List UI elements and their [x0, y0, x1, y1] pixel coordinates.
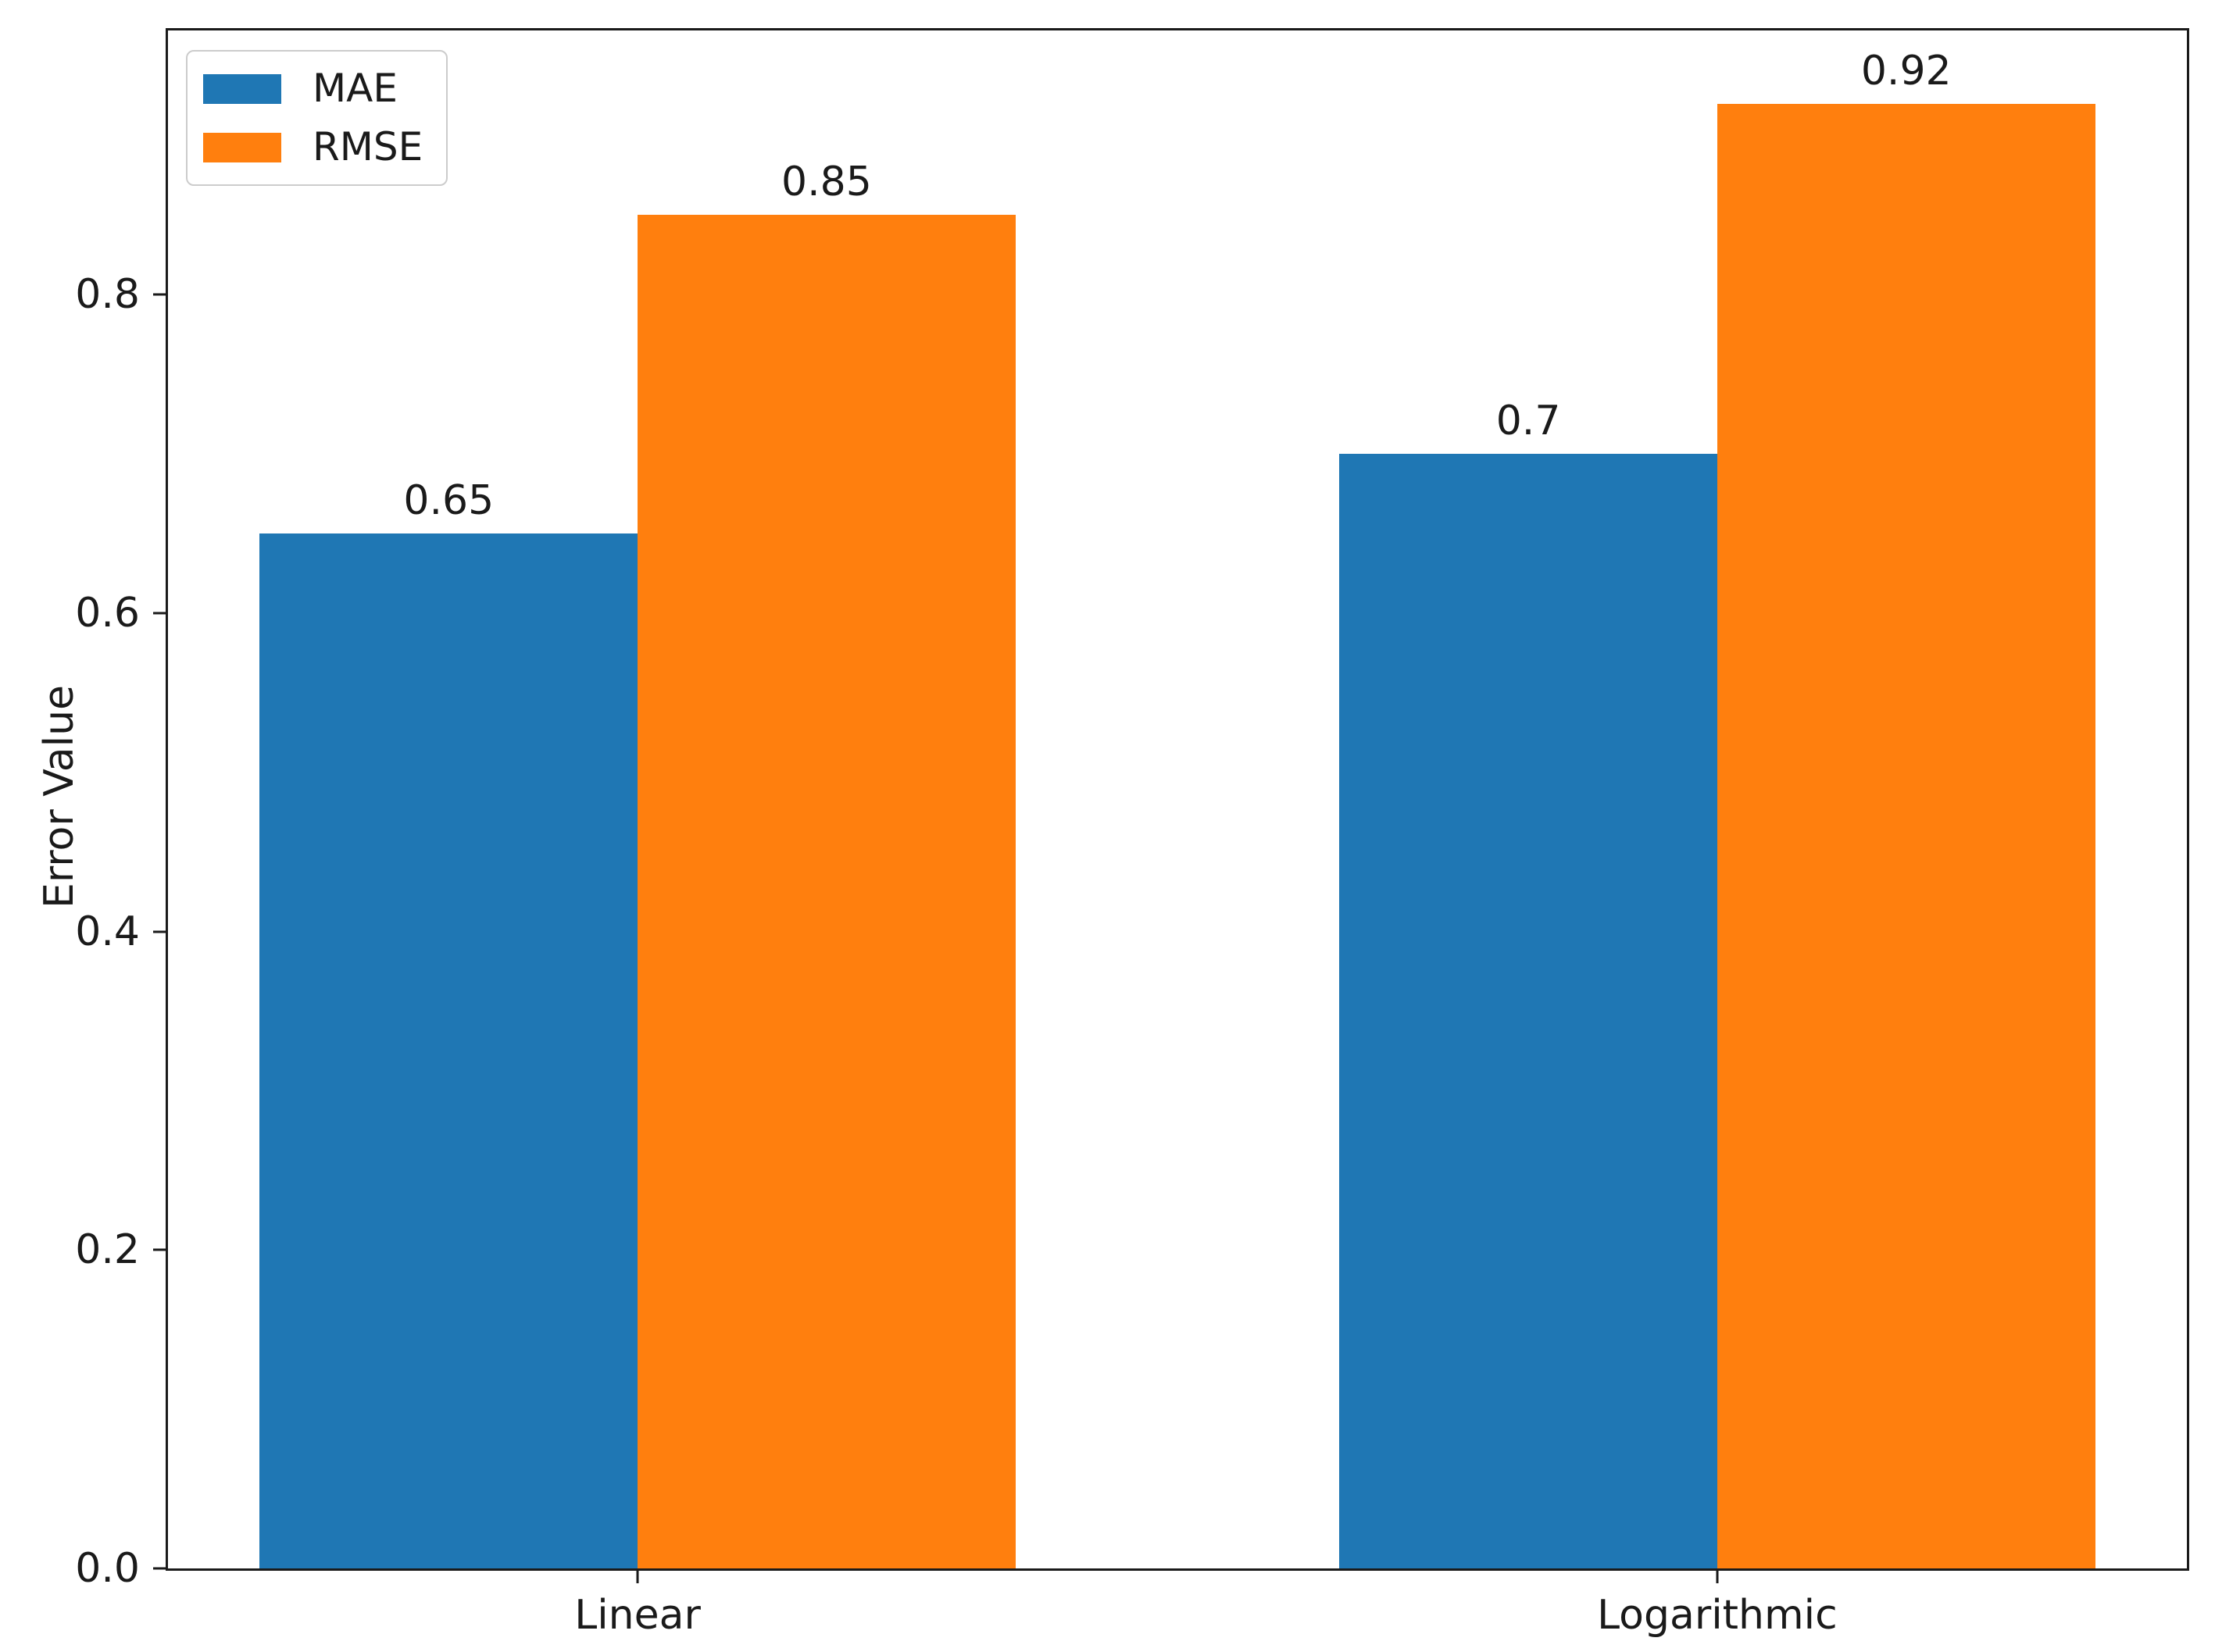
legend-swatch-mae — [203, 73, 281, 104]
bar-mae-logarithmic — [1339, 454, 1717, 1568]
y-tick-label-0.4: 0.4 — [75, 908, 140, 955]
y-tick-mark-0.2 — [153, 1248, 166, 1251]
y-axis-label: Error Value — [36, 684, 83, 909]
y-tick-mark-0.0 — [153, 1567, 166, 1570]
legend-label-mae: MAE — [313, 66, 398, 111]
value-label-mae-linear: 0.65 — [403, 477, 495, 525]
y-tick-label-0.0: 0.0 — [75, 1545, 140, 1592]
value-label-rmse-linear: 0.85 — [781, 159, 872, 206]
legend: MAE RMSE — [186, 50, 448, 186]
y-tick-mark-0.4 — [153, 930, 166, 933]
value-label-rmse-logarithmic: 0.92 — [1860, 47, 1952, 95]
plot-area: 0.65 0.85 0.7 0.92 0.0 0.2 0.4 0.6 0.8 Linear Lo… — [75, 28, 2189, 1636]
bar-rmse-linear — [638, 215, 1016, 1568]
legend-item-rmse: RMSE — [203, 126, 423, 169]
x-tick-label-linear: Linear — [574, 1592, 701, 1639]
y-tick-mark-0.8 — [153, 293, 166, 296]
x-tick-label-logarithmic: Logarithmic — [1597, 1592, 1838, 1639]
y-tick-label-0.6: 0.6 — [75, 590, 140, 637]
legend-label-rmse: RMSE — [313, 124, 423, 169]
y-tick-mark-0.6 — [153, 612, 166, 615]
x-tick-mark-logarithmic — [1716, 1571, 1719, 1583]
y-tick-label-0.2: 0.2 — [75, 1226, 140, 1274]
value-label-mae-logarithmic: 0.7 — [1495, 398, 1561, 445]
legend-swatch-rmse — [203, 132, 281, 162]
bar-rmse-logarithmic — [1717, 103, 2095, 1568]
x-tick-mark-linear — [636, 1571, 639, 1583]
bar-mae-linear — [259, 533, 638, 1568]
legend-item-mae: MAE — [203, 67, 423, 110]
y-tick-label-0.8: 0.8 — [75, 271, 140, 319]
